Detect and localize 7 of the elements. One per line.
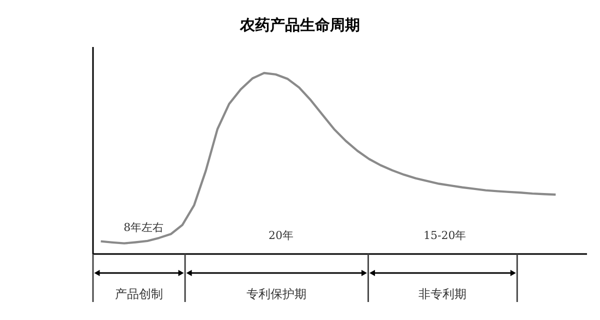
text: 产品创制 <box>115 287 164 301</box>
annotation: 20年 <box>268 229 294 242</box>
chart-title: 农药产品生命周期 <box>239 16 360 34</box>
text: 非专利期 <box>418 287 467 301</box>
annotation: 15-20年 <box>424 229 466 242</box>
annotation: 8年左右 <box>124 221 164 234</box>
text: 专利保护期 <box>246 287 307 301</box>
